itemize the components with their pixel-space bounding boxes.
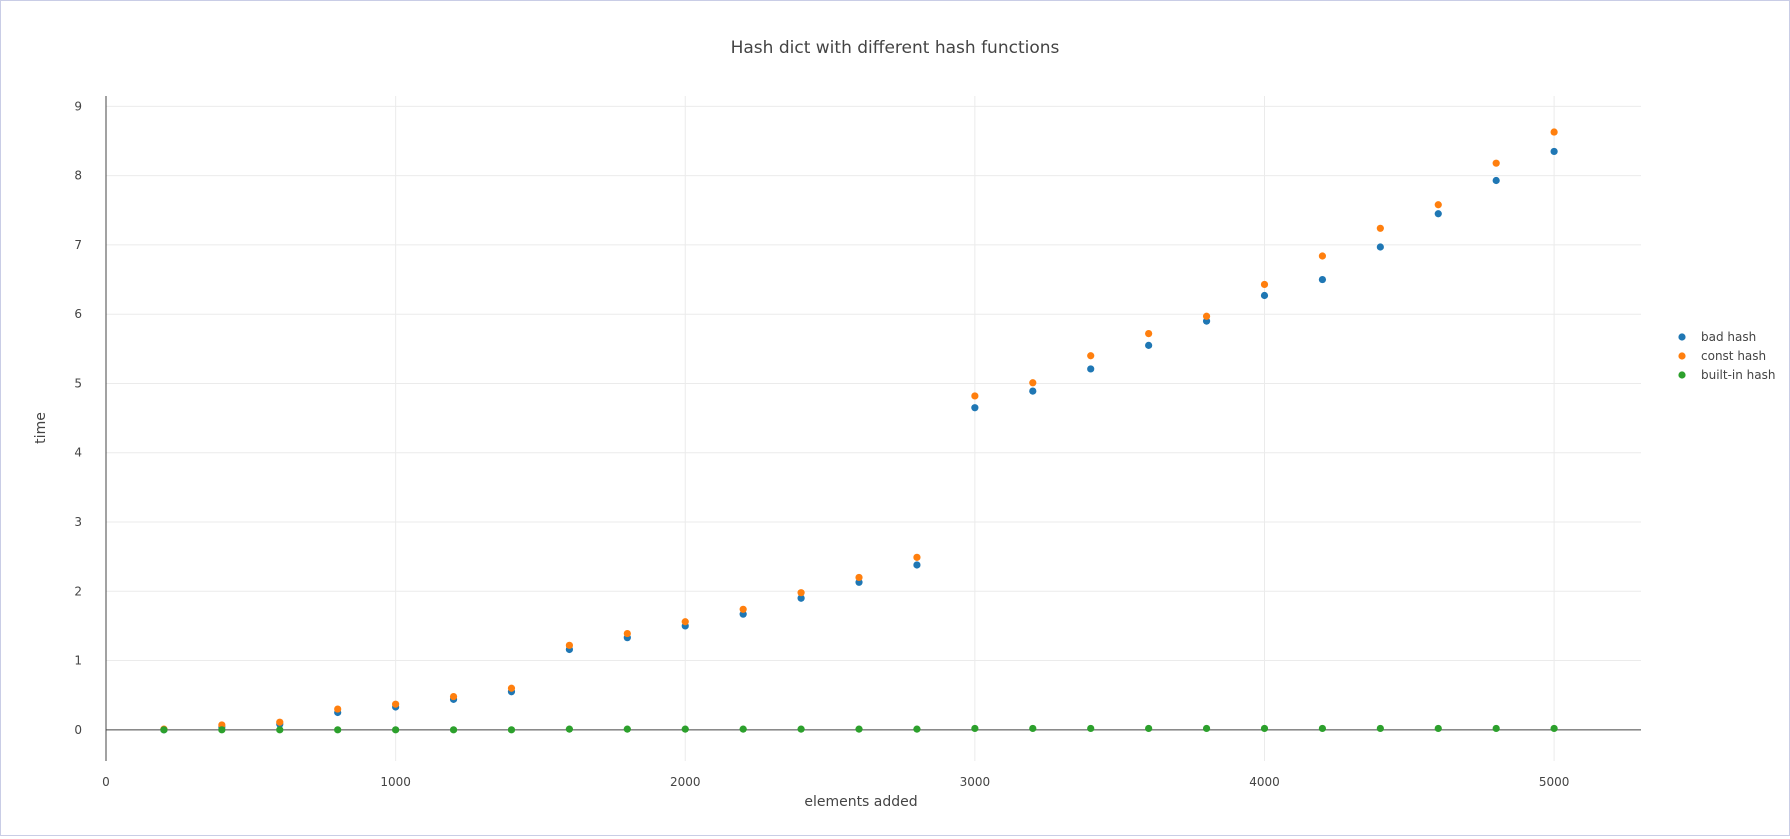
y-tick-label: 3 (74, 515, 82, 529)
y-tick-label: 6 (74, 307, 82, 321)
x-tick-label: 4000 (1249, 775, 1280, 789)
data-point-const-hash[interactable] (1376, 224, 1384, 232)
data-point-const-hash[interactable] (1029, 379, 1037, 387)
legend-label[interactable]: bad hash (1701, 330, 1756, 344)
y-tick-label: 8 (74, 169, 82, 183)
data-point-const-hash[interactable] (449, 692, 458, 701)
data-point-const-hash[interactable] (1260, 280, 1269, 289)
data-point-built-in-hash[interactable] (1318, 724, 1327, 733)
data-point-const-hash[interactable] (1550, 128, 1558, 136)
gridlines (106, 96, 1641, 761)
data-point-built-in-hash[interactable] (218, 726, 226, 734)
y-tick-label: 5 (74, 376, 82, 390)
x-tick-label: 3000 (960, 775, 991, 789)
data-point-bad-hash[interactable] (1492, 176, 1500, 185)
data-point-built-in-hash[interactable] (739, 725, 747, 733)
y-tick-label: 1 (74, 654, 82, 668)
data-point-built-in-hash[interactable] (1550, 724, 1558, 733)
data-points (160, 128, 1558, 734)
data-point-const-hash[interactable] (1434, 201, 1442, 209)
data-point-built-in-hash[interactable] (1087, 724, 1095, 733)
legend-label[interactable]: built-in hash (1701, 368, 1776, 382)
data-point-built-in-hash[interactable] (1202, 724, 1211, 733)
data-point-const-hash[interactable] (797, 589, 805, 597)
x-tick-label: 2000 (670, 775, 701, 789)
data-point-const-hash[interactable] (855, 573, 863, 582)
data-point-const-hash[interactable] (913, 553, 921, 561)
legend: bad hash const hash built-in hash (1678, 330, 1776, 382)
y-tick-label: 9 (74, 99, 82, 113)
data-point-built-in-hash[interactable] (1492, 724, 1500, 733)
data-point-const-hash[interactable] (623, 629, 631, 638)
data-point-const-hash[interactable] (1202, 312, 1211, 320)
y-axis-title: time (33, 412, 49, 444)
data-point-const-hash[interactable] (1145, 329, 1153, 338)
data-point-const-hash[interactable] (1087, 352, 1095, 360)
data-point-built-in-hash[interactable] (1145, 724, 1153, 733)
data-point-built-in-hash[interactable] (681, 725, 689, 733)
data-point-built-in-hash[interactable] (971, 724, 979, 733)
axes: 0 1000 2000 3000 4000 5000 0 1 2 3 4 5 6 7 8 9 (74, 96, 1641, 789)
legend-marker (1678, 371, 1686, 379)
data-point-bad-hash[interactable] (1145, 341, 1153, 349)
data-point-built-in-hash[interactable] (565, 725, 573, 733)
y-tick-label: 2 (74, 584, 82, 598)
data-point-built-in-hash[interactable] (913, 725, 921, 733)
data-point-bad-hash[interactable] (1434, 210, 1442, 218)
y-tick-label: 4 (74, 446, 82, 460)
data-point-built-in-hash[interactable] (623, 725, 631, 733)
data-point-const-hash[interactable] (507, 684, 516, 692)
data-point-const-hash[interactable] (1492, 159, 1500, 167)
data-point-bad-hash[interactable] (1029, 387, 1037, 395)
data-point-built-in-hash[interactable] (1029, 724, 1037, 733)
data-point-built-in-hash[interactable] (1434, 724, 1442, 733)
x-tick-label: 1000 (380, 775, 411, 789)
data-point-const-hash[interactable] (334, 705, 342, 713)
data-point-bad-hash[interactable] (1087, 365, 1095, 373)
y-tick-label: 7 (74, 238, 82, 252)
data-point-bad-hash[interactable] (971, 404, 979, 412)
data-point-built-in-hash[interactable] (449, 726, 458, 734)
data-point-const-hash[interactable] (276, 718, 284, 726)
data-point-const-hash[interactable] (739, 605, 747, 613)
data-point-built-in-hash[interactable] (1376, 724, 1384, 733)
data-point-bad-hash[interactable] (913, 561, 921, 569)
chart-title: Hash dict with different hash functions (731, 38, 1060, 58)
data-point-bad-hash[interactable] (1376, 243, 1384, 251)
legend-label[interactable]: const hash (1701, 349, 1766, 363)
legend-marker (1678, 333, 1686, 341)
data-point-built-in-hash[interactable] (507, 726, 516, 734)
data-point-const-hash[interactable] (392, 700, 400, 708)
data-point-bad-hash[interactable] (1260, 291, 1269, 300)
data-point-built-in-hash[interactable] (855, 725, 863, 733)
data-point-built-in-hash[interactable] (276, 726, 284, 734)
data-point-const-hash[interactable] (971, 392, 979, 400)
x-axis-title: elements added (804, 794, 917, 810)
x-tick-label: 5000 (1539, 775, 1570, 789)
data-point-const-hash[interactable] (681, 618, 689, 626)
data-point-built-in-hash[interactable] (1260, 724, 1269, 733)
data-point-built-in-hash[interactable] (334, 726, 342, 734)
y-tick-label: 0 (74, 723, 82, 737)
data-point-bad-hash[interactable] (1318, 275, 1327, 284)
data-point-const-hash[interactable] (565, 641, 573, 649)
legend-marker (1678, 352, 1686, 360)
data-point-built-in-hash[interactable] (392, 726, 400, 734)
data-point-bad-hash[interactable] (797, 594, 805, 602)
data-point-bad-hash[interactable] (1550, 147, 1558, 156)
data-point-built-in-hash[interactable] (160, 726, 168, 734)
data-point-const-hash[interactable] (1318, 252, 1327, 260)
data-point-built-in-hash[interactable] (797, 725, 805, 733)
x-tick-label: 0 (102, 775, 110, 789)
